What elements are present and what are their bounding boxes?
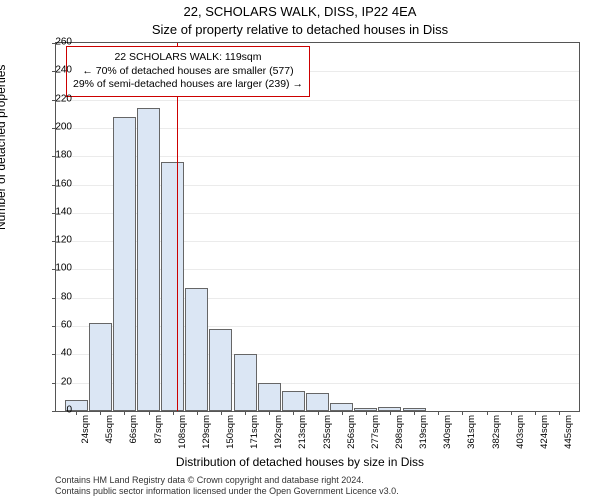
histogram-bar — [185, 288, 208, 411]
histogram-bar — [258, 383, 281, 411]
histogram-bar — [330, 403, 353, 411]
histogram-bar — [113, 117, 136, 411]
y-tick-label: 20 — [47, 376, 72, 387]
title-address: 22, SCHOLARS WALK, DISS, IP22 4EA — [0, 4, 600, 19]
x-tick-mark — [462, 411, 463, 415]
y-tick-label: 140 — [47, 206, 72, 217]
histogram-bar — [161, 162, 184, 411]
y-tick-label: 180 — [47, 150, 72, 161]
x-tick-mark — [245, 411, 246, 415]
y-tick-label: 0 — [47, 405, 72, 416]
y-tick-label: 160 — [47, 178, 72, 189]
x-tick-mark — [559, 411, 560, 415]
y-tick-label: 260 — [47, 37, 72, 48]
reference-line — [177, 43, 178, 411]
x-tick-mark — [487, 411, 488, 415]
histogram-bar — [209, 329, 232, 411]
chart-container: 22, SCHOLARS WALK, DISS, IP22 4EA Size o… — [0, 0, 600, 500]
infobox-line-3: 29% of semi-detached houses are larger (… — [73, 78, 303, 92]
y-axis-label: Number of detached properties — [0, 65, 8, 230]
footer-line-2: Contains public sector information licen… — [55, 486, 399, 497]
footer-line-1: Contains HM Land Registry data © Crown c… — [55, 475, 399, 486]
x-tick-mark — [197, 411, 198, 415]
infobox-line-1: 22 SCHOLARS WALK: 119sqm — [73, 51, 303, 65]
y-tick-label: 120 — [47, 235, 72, 246]
x-tick-mark — [293, 411, 294, 415]
y-tick-label: 240 — [47, 65, 72, 76]
y-tick-label: 200 — [47, 121, 72, 132]
x-tick-mark — [173, 411, 174, 415]
x-tick-mark — [149, 411, 150, 415]
y-tick-label: 100 — [47, 263, 72, 274]
x-tick-mark — [269, 411, 270, 415]
x-tick-mark — [511, 411, 512, 415]
x-tick-mark — [535, 411, 536, 415]
histogram-bar — [137, 108, 160, 411]
histogram-bar — [89, 323, 112, 411]
x-tick-mark — [76, 411, 77, 415]
info-box: 22 SCHOLARS WALK: 119sqm← 70% of detache… — [66, 46, 310, 97]
x-axis-label: Distribution of detached houses by size … — [0, 455, 600, 469]
histogram-bar — [234, 354, 257, 411]
x-tick-mark — [100, 411, 101, 415]
x-tick-mark — [318, 411, 319, 415]
infobox-line-2: ← 70% of detached houses are smaller (57… — [73, 65, 303, 79]
x-tick-mark — [390, 411, 391, 415]
title-subtitle: Size of property relative to detached ho… — [0, 22, 600, 37]
x-tick-mark — [221, 411, 222, 415]
histogram-bar — [282, 391, 305, 411]
plot-area: 24sqm45sqm66sqm87sqm108sqm129sqm150sqm17… — [55, 42, 580, 412]
y-tick-label: 80 — [47, 291, 72, 302]
footer-attribution: Contains HM Land Registry data © Crown c… — [55, 475, 399, 497]
y-tick-label: 60 — [47, 320, 72, 331]
y-tick-label: 40 — [47, 348, 72, 359]
x-tick-mark — [438, 411, 439, 415]
y-tick-label: 220 — [47, 93, 72, 104]
x-tick-mark — [414, 411, 415, 415]
histogram-bar — [306, 393, 329, 411]
x-tick-mark — [342, 411, 343, 415]
gridline — [56, 100, 579, 101]
x-tick-mark — [366, 411, 367, 415]
x-tick-mark — [124, 411, 125, 415]
